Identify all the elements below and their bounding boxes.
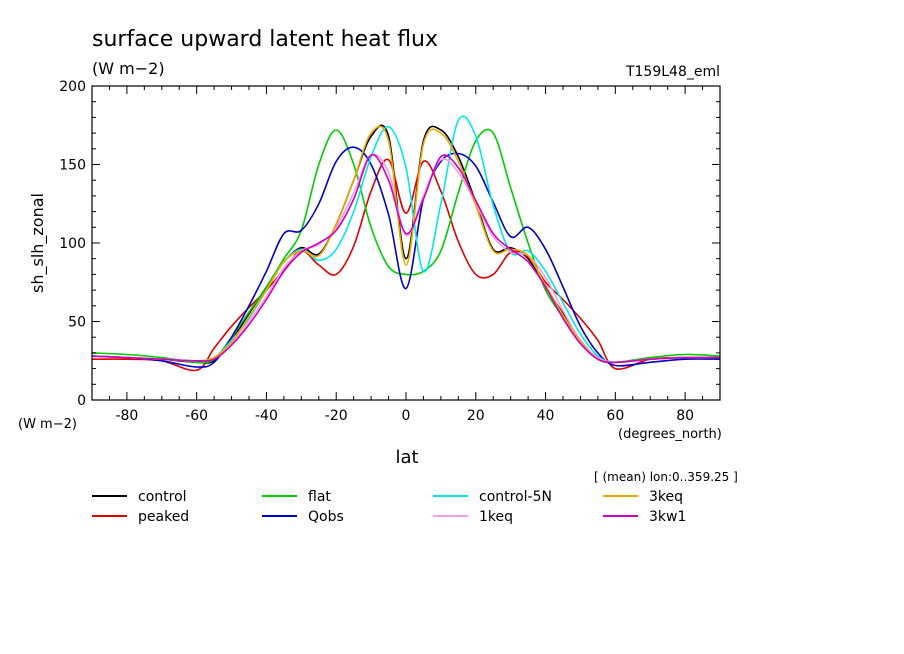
- series-line-control: [92, 124, 720, 364]
- x-tick-label: 40: [537, 408, 555, 424]
- x-tick-label: 20: [467, 408, 485, 424]
- legend-label-qobs: Qobs: [308, 509, 344, 525]
- chart-title: surface upward latent heat flux: [92, 27, 438, 52]
- x-tick-label: 80: [676, 408, 694, 424]
- run-label: T159L48_eml: [625, 64, 720, 80]
- x-tick-label: 0: [402, 408, 411, 424]
- plot-area: -80 -60 -40 -20 0 20 40 60 80 0 50 100 150 200: [59, 79, 721, 424]
- series-line-3kw1: [92, 153, 720, 364]
- chart-subtitle: (W m−2): [92, 59, 165, 78]
- series-line-qobs: [92, 146, 720, 368]
- series-line-control-5n: [92, 115, 720, 364]
- x-axis-units: (degrees_north): [618, 427, 722, 442]
- legend-label-1keq: 1keq: [479, 509, 513, 525]
- x-tick-label: -20: [325, 408, 348, 424]
- legend-label-flat: flat: [308, 489, 331, 505]
- x-axis-label: lat: [395, 447, 418, 468]
- legend: control flat control-5N 3keq peaked Qobs 1keq 3…: [92, 489, 686, 525]
- y-tick-label: 100: [59, 236, 86, 252]
- y-axis-label: sh_slh_zonal: [28, 193, 48, 293]
- y-tick-label: 200: [59, 79, 86, 95]
- plot-frame: [91, 85, 721, 401]
- series-line-3keq: [92, 125, 720, 364]
- x-tick-label: -80: [115, 408, 138, 424]
- mean-note: [ (mean) lon:0..359.25 ]: [594, 470, 738, 484]
- legend-label-control-5n: control-5N: [479, 489, 552, 505]
- legend-label-3keq: 3keq: [649, 489, 683, 505]
- y-tick-label: 150: [59, 158, 86, 174]
- y-tick-label: 50: [68, 315, 86, 331]
- x-tick-label: -40: [255, 408, 278, 424]
- legend-label-3kw1: 3kw1: [649, 509, 686, 525]
- series-line-peaked: [92, 158, 720, 372]
- series-lines: [92, 115, 720, 372]
- series-line-1keq: [92, 153, 720, 364]
- legend-label-peaked: peaked: [138, 509, 189, 525]
- y-axis-units: (W m−2): [18, 417, 77, 432]
- x-tick-label: -60: [185, 408, 208, 424]
- legend-label-control: control: [138, 489, 187, 505]
- x-tick-label: 60: [606, 408, 624, 424]
- y-tick-label: 0: [77, 393, 86, 409]
